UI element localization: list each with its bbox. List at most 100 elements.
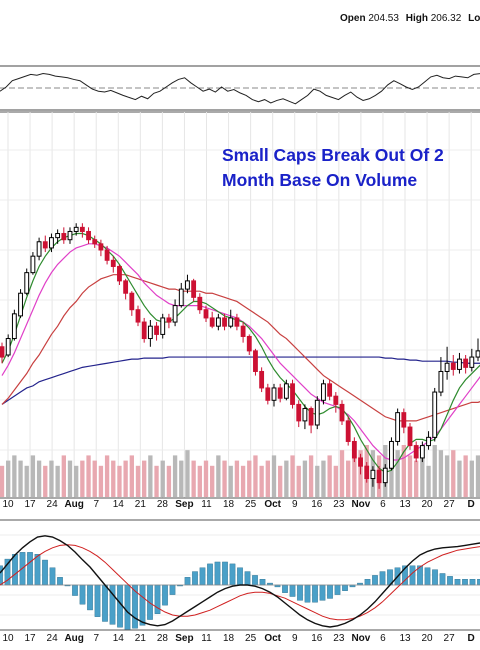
x-tick-label: 25 bbox=[245, 499, 257, 510]
candle bbox=[49, 233, 54, 253]
candle bbox=[419, 441, 425, 463]
macd-histogram-bar bbox=[79, 584, 86, 605]
volume-bar bbox=[463, 455, 468, 497]
macd-histogram-bar bbox=[327, 584, 333, 599]
candle bbox=[370, 466, 376, 487]
volume-bar bbox=[302, 460, 308, 497]
x-tick-label: 20 bbox=[422, 633, 434, 644]
candle-body bbox=[351, 440, 357, 459]
volume-bar bbox=[240, 465, 246, 497]
volume-bar bbox=[135, 465, 141, 497]
candlesticks bbox=[0, 223, 480, 489]
candle-body bbox=[277, 387, 283, 399]
volume-bar bbox=[67, 460, 73, 497]
candle bbox=[450, 355, 456, 376]
candle-body bbox=[129, 292, 135, 311]
candle-body bbox=[240, 325, 246, 337]
candle-body bbox=[215, 317, 221, 327]
volume-bar bbox=[228, 465, 233, 497]
candle bbox=[389, 437, 394, 471]
candle-body bbox=[123, 280, 129, 294]
macd-histogram-bar bbox=[237, 567, 243, 586]
macd-histogram-bar bbox=[372, 575, 378, 586]
candle-body bbox=[24, 272, 30, 294]
x-tick-label: Nov bbox=[351, 633, 370, 644]
candle bbox=[36, 237, 42, 261]
candle-body bbox=[475, 350, 480, 358]
candle-body bbox=[191, 280, 197, 298]
macd-histogram-bar bbox=[334, 584, 341, 595]
candle bbox=[327, 379, 333, 401]
candle-body bbox=[321, 383, 326, 401]
x-tick-label: 21 bbox=[135, 499, 147, 510]
macd-histogram-bar bbox=[477, 579, 480, 586]
x-tick-label: 18 bbox=[223, 499, 235, 510]
candle-body bbox=[49, 237, 54, 249]
candle-body bbox=[166, 317, 172, 323]
candle-body bbox=[426, 436, 431, 447]
macd-histogram-bar bbox=[139, 584, 146, 626]
volume-bar bbox=[0, 465, 5, 497]
candle bbox=[308, 406, 314, 434]
ohlc-readout: Open 204.53 High 206.32 Lo bbox=[340, 13, 480, 24]
macd-histogram-bar bbox=[184, 577, 191, 586]
macd-histogram-bar bbox=[304, 584, 311, 603]
macd-histogram-bar bbox=[49, 567, 56, 586]
candle-body bbox=[271, 387, 277, 401]
candle-body bbox=[18, 292, 23, 317]
candle-body bbox=[86, 230, 91, 241]
macd-histogram-bar bbox=[87, 584, 93, 611]
candle-body bbox=[457, 358, 462, 370]
candle-body bbox=[147, 325, 153, 340]
volume-bar bbox=[36, 460, 42, 497]
x-tick-label: 23 bbox=[333, 499, 345, 510]
candle-body bbox=[290, 383, 295, 405]
candle bbox=[222, 313, 227, 331]
macd-histogram-bar bbox=[469, 579, 476, 586]
candle bbox=[185, 274, 190, 294]
candle bbox=[154, 322, 159, 341]
candle bbox=[432, 387, 438, 442]
open-value: 204.53 bbox=[368, 13, 399, 24]
chart-annotation: Small Caps Break Out Of 2 Month Base On … bbox=[222, 143, 444, 193]
rsi-line bbox=[0, 73, 480, 105]
macd-histogram-bar bbox=[102, 584, 108, 622]
candle-body bbox=[259, 370, 265, 389]
candle-body bbox=[55, 233, 61, 239]
volume-bar bbox=[321, 460, 326, 497]
candle bbox=[314, 396, 320, 430]
volume-bar bbox=[117, 465, 122, 497]
candle bbox=[55, 229, 61, 244]
candle bbox=[86, 227, 91, 244]
candle-body bbox=[92, 239, 98, 245]
candle-body bbox=[36, 241, 42, 257]
candle-body bbox=[308, 408, 314, 426]
candle-body bbox=[419, 445, 425, 459]
volume-bar bbox=[111, 460, 116, 497]
candle-body bbox=[203, 309, 209, 319]
x-tick-label: 23 bbox=[333, 633, 345, 644]
x-tick-label: Oct bbox=[264, 633, 281, 644]
volume-bar bbox=[259, 465, 264, 497]
candle-body bbox=[401, 412, 407, 428]
candle bbox=[98, 239, 104, 257]
candle bbox=[178, 282, 184, 308]
volume-bar bbox=[191, 460, 196, 497]
x-tick-label: 27 bbox=[444, 499, 456, 510]
candle bbox=[147, 320, 153, 347]
candle bbox=[302, 404, 308, 430]
candle bbox=[197, 293, 203, 314]
candle bbox=[215, 313, 221, 331]
candle-body bbox=[265, 387, 271, 401]
candle bbox=[376, 466, 382, 489]
candle bbox=[259, 367, 265, 393]
macd-histogram-bar bbox=[0, 565, 3, 586]
candle bbox=[469, 348, 475, 372]
volume-bar bbox=[333, 465, 338, 497]
volume-bar bbox=[98, 465, 104, 497]
volume-bar bbox=[426, 465, 431, 497]
candle-body bbox=[302, 408, 308, 422]
candle-body bbox=[345, 420, 351, 442]
candle-body bbox=[283, 383, 289, 399]
macd-histogram-bar bbox=[282, 584, 288, 593]
